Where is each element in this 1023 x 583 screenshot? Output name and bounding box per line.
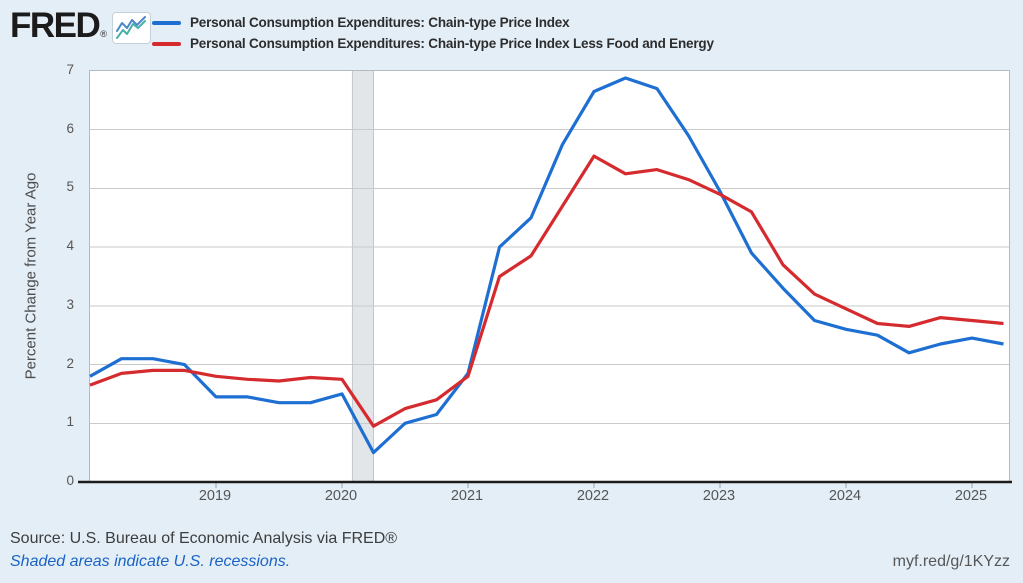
y-axis-tick-label: 6: [66, 120, 74, 136]
fred-sparkline-icon: [111, 11, 151, 44]
legend-label-pce: Personal Consumption Expenditures: Chain…: [190, 15, 570, 30]
fred-logo[interactable]: FRED ®: [10, 6, 151, 46]
y-axis-tick-label: 7: [66, 62, 74, 77]
registered-mark: ®: [100, 29, 107, 39]
x-axis-tick-label: 2019: [198, 488, 232, 504]
y-axis-tick-label: 3: [66, 296, 74, 312]
chart-legend: Personal Consumption Expenditures: Chain…: [152, 12, 714, 54]
plot-area: [78, 70, 1012, 488]
x-axis-tick-label: 2025: [954, 488, 988, 504]
y-axis-title: Percent Change from Year Ago: [22, 172, 40, 380]
x-axis-tick-label: 2022: [576, 488, 610, 504]
legend-item-core-pce: Personal Consumption Expenditures: Chain…: [152, 33, 714, 54]
source-note: Source: U.S. Bureau of Economic Analysis…: [10, 530, 398, 547]
pce-line: [89, 76, 1004, 455]
recession-band: [352, 71, 374, 482]
short-url: myf.red/g/1KYzz: [892, 553, 1010, 570]
legend-swatch-core-pce: [152, 41, 181, 46]
legend-swatch-pce: [152, 20, 181, 25]
x-axis-tick-label: 2023: [702, 488, 736, 504]
y-axis-tick-label: 0: [66, 473, 74, 488]
x-axis-tick-label: 2024: [828, 488, 862, 504]
legend-item-pce: Personal Consumption Expenditures: Chain…: [152, 12, 714, 33]
y-axis-tick-label: 1: [66, 414, 74, 430]
chart-canvas: [78, 71, 1012, 488]
recession-note-link[interactable]: Shaded areas indicate U.S. recessions.: [10, 553, 291, 570]
core-pce-line: [89, 154, 1004, 428]
y-axis-tick-label: 2: [66, 355, 74, 371]
x-axis-tick-label: 2021: [450, 488, 484, 504]
fred-logo-text: FRED: [10, 6, 101, 45]
y-axis-tick-label: 5: [66, 179, 74, 195]
y-axis-tick-label: 4: [66, 238, 74, 254]
x-axis-tick-label: 2020: [324, 488, 358, 504]
legend-label-core-pce: Personal Consumption Expenditures: Chain…: [190, 36, 714, 51]
